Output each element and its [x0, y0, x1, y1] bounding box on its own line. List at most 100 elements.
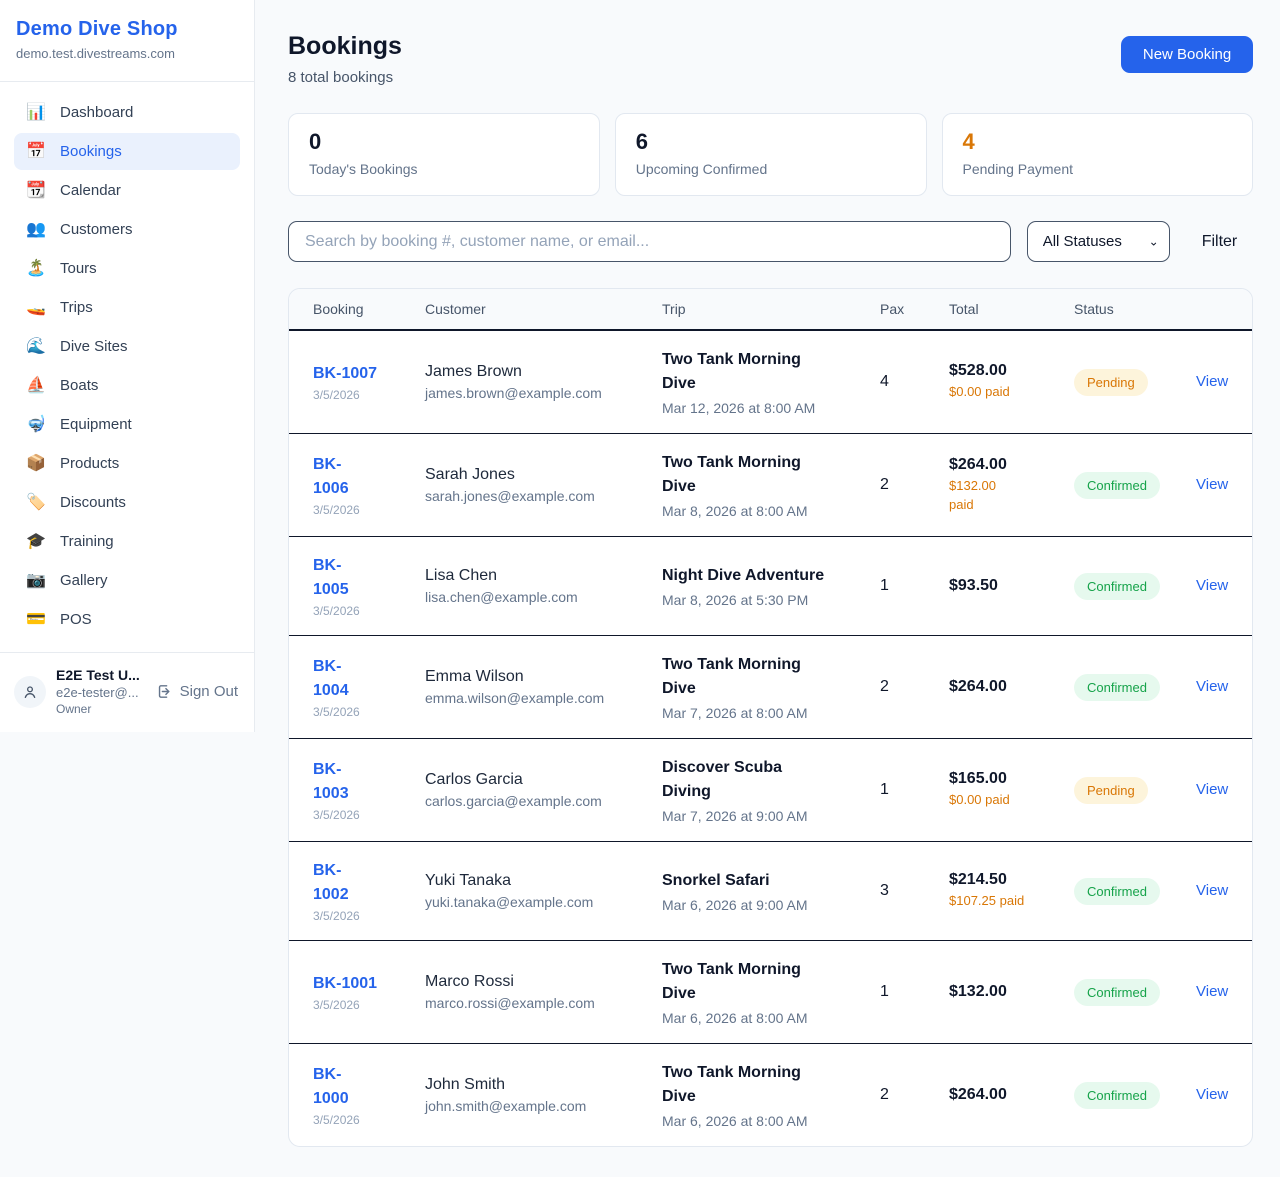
view-cell: View — [1186, 678, 1228, 696]
nav-item-icon: 📊 — [26, 103, 46, 121]
customer-name: James Brown — [425, 363, 522, 380]
pax-count: 2 — [880, 1086, 889, 1103]
trip-datetime: Mar 8, 2026 at 5:30 PM — [662, 592, 809, 608]
customer-email: marco.rossi@example.com — [425, 995, 595, 1011]
sidebar-item-boats[interactable]: ⛵ Boats — [14, 367, 240, 404]
sidebar-item-bookings[interactable]: 📅 Bookings — [14, 133, 240, 170]
customer-email: james.brown@example.com — [425, 385, 602, 401]
status-cell: Pending — [1074, 776, 1186, 804]
nav-item-icon: 💳 — [26, 610, 46, 628]
booking-date: 3/5/2026 — [313, 909, 360, 923]
col-pax: Pax — [880, 301, 905, 317]
view-cell: View — [1186, 476, 1228, 494]
customer-name: Carlos Garcia — [425, 771, 523, 788]
table-row: BK- 1004 3/5/2026 Emma Wilson emma.wilso… — [289, 636, 1253, 739]
status-select[interactable]: All Statuses — [1026, 221, 1170, 262]
nav-item-label: Dive Sites — [60, 338, 128, 355]
booking-link[interactable]: BK- 1002 — [313, 862, 349, 903]
nav-item-label: Customers — [60, 221, 133, 238]
brand: Demo Dive Shop demo.test.divestreams.com — [0, 0, 254, 82]
status-cell: Confirmed — [1074, 471, 1186, 499]
total-amount: $132.00 — [949, 983, 1007, 1000]
sidebar: Demo Dive Shop demo.test.divestreams.com… — [0, 0, 255, 732]
sidebar-item-calendar[interactable]: 📆 Calendar — [14, 172, 240, 209]
view-link[interactable]: View — [1196, 983, 1229, 1000]
total-cell: $528.00 $0.00 paid — [949, 362, 1074, 402]
stats-row: 0 Today's Bookings 6 Upcoming Confirmed … — [288, 113, 1254, 196]
col-status: Status — [1074, 301, 1114, 317]
table-row: BK- 1002 3/5/2026 Yuki Tanaka yuki.tanak… — [289, 842, 1253, 941]
booking-link[interactable]: BK- 1006 — [313, 456, 349, 497]
booking-link[interactable]: BK-1001 — [313, 975, 378, 992]
customer-name: Emma Wilson — [425, 668, 524, 685]
booking-link[interactable]: BK- 1003 — [313, 761, 349, 802]
pax-count: 1 — [880, 781, 889, 798]
nav-item-icon: 📅 — [26, 142, 46, 160]
sidebar-item-gallery[interactable]: 📷 Gallery — [14, 562, 240, 599]
status-badge: Confirmed — [1074, 673, 1160, 701]
sidebar-item-training[interactable]: 🎓 Training — [14, 523, 240, 560]
trip-name: Two Tank Morning Dive — [662, 1064, 801, 1105]
search-input[interactable] — [288, 221, 1011, 262]
booking-link[interactable]: BK- 1005 — [313, 557, 349, 598]
view-link[interactable]: View — [1196, 1086, 1229, 1103]
trip-cell: Two Tank Morning Dive Mar 6, 2026 at 8:0… — [662, 1061, 880, 1129]
view-link[interactable]: View — [1196, 882, 1229, 899]
new-booking-button[interactable]: New Booking — [1120, 36, 1254, 73]
nav-item-label: Dashboard — [60, 104, 134, 121]
total-amount: $528.00 — [949, 362, 1007, 380]
table-row: BK- 1000 3/5/2026 John Smith john.smith@… — [289, 1044, 1252, 1146]
booking-date: 3/5/2026 — [313, 998, 360, 1012]
view-link[interactable]: View — [1196, 577, 1229, 594]
booking-cell: BK- 1006 3/5/2026 — [313, 453, 425, 517]
nav-item-label: Products — [60, 455, 120, 472]
customer-cell: Lisa Chen lisa.chen@example.com — [425, 567, 662, 605]
sign-out-button[interactable]: Sign Out — [156, 683, 238, 700]
filter-button[interactable]: Filter — [1186, 225, 1254, 259]
total-amount: $264.00 — [949, 1086, 1007, 1103]
trip-cell: Two Tank Morning Dive Mar 12, 2026 at 8:… — [662, 348, 880, 416]
view-cell: View — [1186, 373, 1228, 391]
view-link[interactable]: View — [1196, 373, 1229, 390]
pax-count: 2 — [880, 476, 889, 493]
view-link[interactable]: View — [1196, 781, 1229, 798]
view-link[interactable]: View — [1196, 678, 1229, 695]
booking-link[interactable]: BK- 1004 — [313, 658, 349, 699]
status-badge: Pending — [1074, 776, 1148, 804]
total-cell: $165.00 $0.00 paid — [949, 770, 1074, 810]
paid-amount: $107.25 paid — [949, 893, 1025, 909]
nav-item-icon: ⛵ — [26, 376, 46, 394]
booking-cell: BK- 1004 3/5/2026 — [313, 655, 425, 719]
sidebar-item-trips[interactable]: 🚤 Trips — [14, 289, 240, 326]
booking-link[interactable]: BK- 1000 — [313, 1066, 349, 1107]
sign-out-icon — [158, 685, 170, 698]
sidebar-item-customers[interactable]: 👥 Customers — [14, 211, 240, 248]
sign-out-label: Sign Out — [179, 683, 238, 700]
sidebar-item-products[interactable]: 📦 Products — [14, 445, 240, 482]
trip-datetime: Mar 12, 2026 at 8:00 AM — [662, 400, 816, 416]
trip-cell: Discover Scuba Diving Mar 7, 2026 at 9:0… — [662, 756, 880, 824]
view-link[interactable]: View — [1196, 476, 1229, 493]
booking-date: 3/5/2026 — [313, 604, 360, 618]
user-section: E2E Test U... e2e-tester@... Owner Sign … — [0, 652, 254, 732]
customer-cell: Sarah Jones sarah.jones@example.com — [425, 466, 662, 504]
table-header: Booking Customer Trip Pax Total Status — [289, 289, 1253, 331]
total-amount: $264.00 — [949, 678, 1007, 695]
sidebar-item-tours[interactable]: 🏝️ Tours — [14, 250, 240, 287]
booking-link[interactable]: BK-1007 — [313, 365, 378, 382]
sidebar-item-dashboard[interactable]: 📊 Dashboard — [14, 94, 240, 131]
sidebar-item-pos[interactable]: 💳 POS — [14, 601, 240, 638]
booking-cell: BK- 1000 3/5/2026 — [313, 1063, 425, 1127]
user-email: e2e-tester@... — [56, 685, 139, 700]
user-role: Owner — [56, 702, 92, 716]
sidebar-item-dive-sites[interactable]: 🌊 Dive Sites — [14, 328, 240, 365]
sidebar-item-equipment[interactable]: 🤿 Equipment — [14, 406, 240, 443]
customer-email: lisa.chen@example.com — [425, 589, 578, 605]
customer-email: emma.wilson@example.com — [425, 690, 605, 706]
table-row: BK-1007 3/5/2026 James Brown james.brown… — [289, 331, 1253, 434]
view-cell: View — [1186, 577, 1228, 595]
sidebar-item-discounts[interactable]: 🏷️ Discounts — [14, 484, 240, 521]
customer-cell: Carlos Garcia carlos.garcia@example.com — [425, 771, 662, 809]
total-amount: $264.00 — [949, 455, 1007, 473]
customer-email: sarah.jones@example.com — [425, 488, 595, 504]
